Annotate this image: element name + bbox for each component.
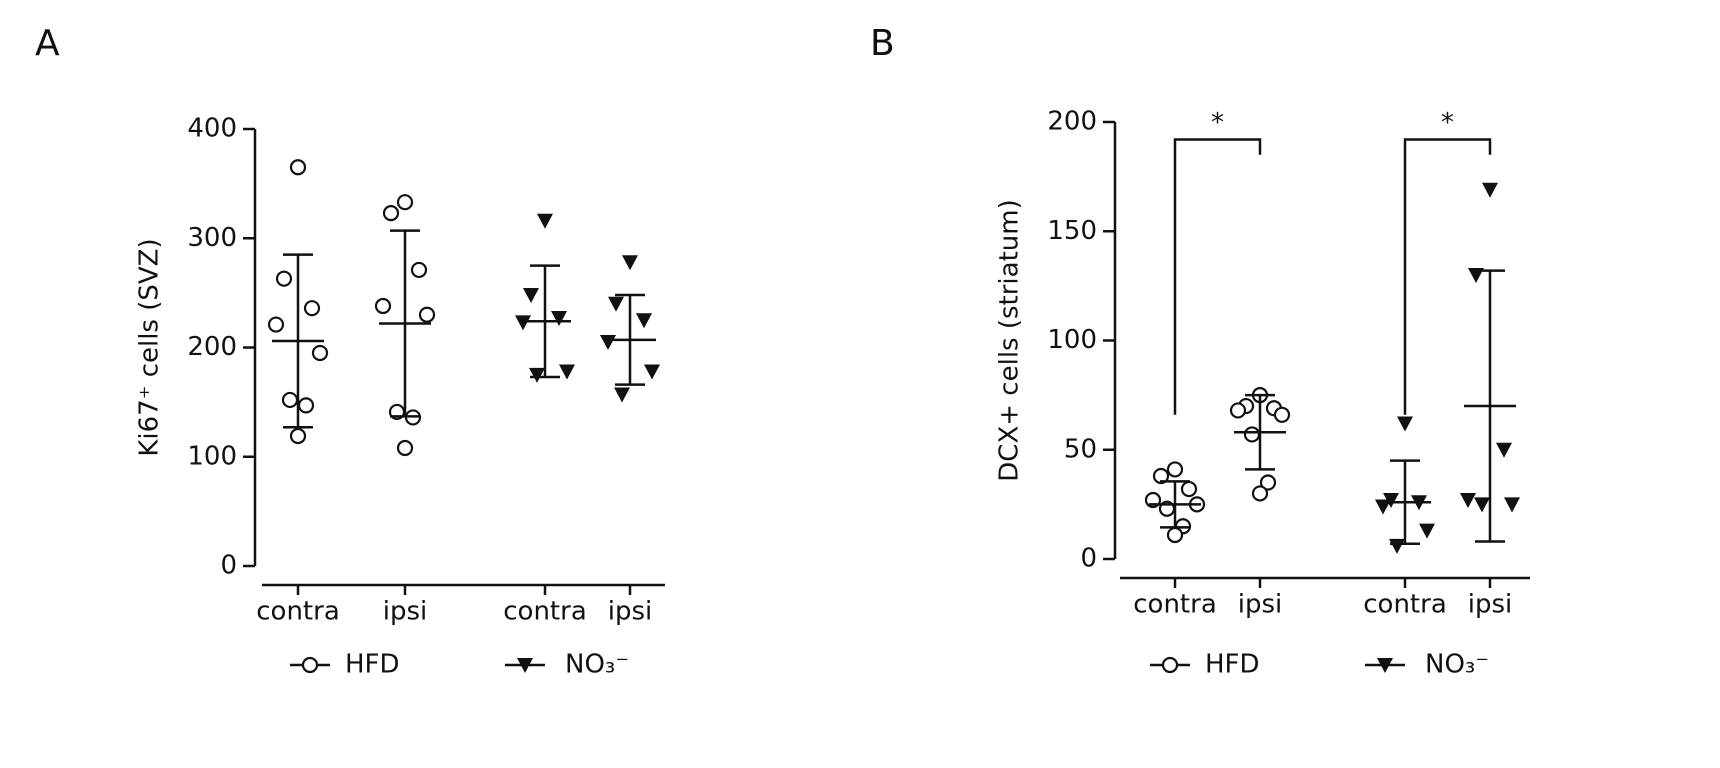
significance-label: *: [1441, 108, 1454, 138]
data-point: [1166, 526, 1184, 544]
data-point: [644, 364, 660, 380]
y-tick-label: 100: [187, 441, 237, 471]
data-point: [1482, 182, 1498, 198]
data-point: [410, 261, 428, 279]
x-tick-label: contra: [1363, 590, 1447, 620]
significance-bracket: [1403, 138, 1492, 415]
data-point: [297, 397, 315, 414]
data-point: [622, 255, 638, 271]
data-point: [1397, 416, 1413, 432]
data-point: [559, 364, 575, 380]
data-point: [1504, 497, 1520, 513]
x-tick-label: ipsi: [608, 597, 653, 627]
y-tick-label: 0: [220, 551, 237, 581]
data-point: [1389, 538, 1405, 554]
data-point: [1383, 493, 1399, 509]
data-point: [529, 367, 545, 383]
data-point: [281, 391, 299, 409]
y-tick-label: 50: [1064, 434, 1097, 464]
data-point: [608, 296, 624, 312]
x-tick-label: ipsi: [383, 597, 428, 627]
data-point: [396, 439, 414, 457]
x-tick-label: contra: [1133, 590, 1217, 620]
y-tick-label: 200: [187, 332, 237, 362]
data-point: [515, 315, 531, 331]
y-tick-label: 100: [1047, 325, 1097, 355]
x-tick-label: ipsi: [1468, 590, 1513, 620]
data-point: [1161, 656, 1179, 674]
data-point: [636, 313, 652, 329]
data-point: [303, 300, 321, 317]
data-point: [382, 205, 400, 222]
data-point: [1273, 406, 1291, 423]
y-tick-label: 300: [187, 223, 237, 253]
data-point: [551, 311, 567, 327]
x-tick-label: contra: [503, 597, 587, 627]
data-point: [289, 159, 307, 176]
data-point: [1460, 493, 1476, 509]
y-tick-label: 0: [1080, 544, 1097, 574]
data-point: [311, 344, 329, 362]
data-point: [396, 194, 414, 211]
data-point: [1496, 442, 1512, 458]
data-point: [267, 316, 285, 333]
data-point: [1152, 467, 1170, 485]
panel-label: B: [870, 23, 895, 64]
x-tick-label: ipsi: [1238, 590, 1283, 620]
y-tick-label: 400: [187, 114, 237, 144]
legend-label: NO₃⁻: [565, 650, 629, 680]
y-tick-label: 200: [1047, 107, 1097, 137]
data-point: [418, 306, 436, 323]
significance-bracket: [1173, 138, 1262, 415]
data-point: [1166, 461, 1184, 478]
data-point: [1259, 474, 1277, 491]
data-point: [537, 213, 553, 229]
data-point: [1474, 497, 1490, 513]
data-point: [275, 270, 293, 287]
y-tick-label: 150: [1047, 216, 1097, 246]
legend-label: HFD: [345, 650, 400, 680]
x-tick-label: contra: [256, 597, 340, 627]
data-point: [1229, 402, 1247, 419]
panel-label: A: [35, 23, 60, 64]
data-point: [1180, 480, 1198, 498]
y-axis-label: Ki67⁺ cells (SVZ): [135, 238, 165, 456]
data-point: [1419, 523, 1435, 539]
data-point: [614, 387, 630, 403]
legend-label: NO₃⁻: [1425, 650, 1489, 680]
data-point: [517, 658, 533, 673]
data-point: [374, 297, 392, 315]
data-point: [301, 656, 319, 674]
y-axis-label: DCX+ cells (striatum): [995, 199, 1025, 481]
legend-label: HFD: [1205, 650, 1260, 680]
data-point: [289, 427, 307, 445]
data-point: [1243, 426, 1261, 443]
data-point: [600, 335, 616, 351]
significance-label: *: [1211, 108, 1224, 138]
data-point: [1377, 658, 1393, 673]
data-point: [523, 288, 539, 304]
data-point: [1251, 485, 1269, 502]
